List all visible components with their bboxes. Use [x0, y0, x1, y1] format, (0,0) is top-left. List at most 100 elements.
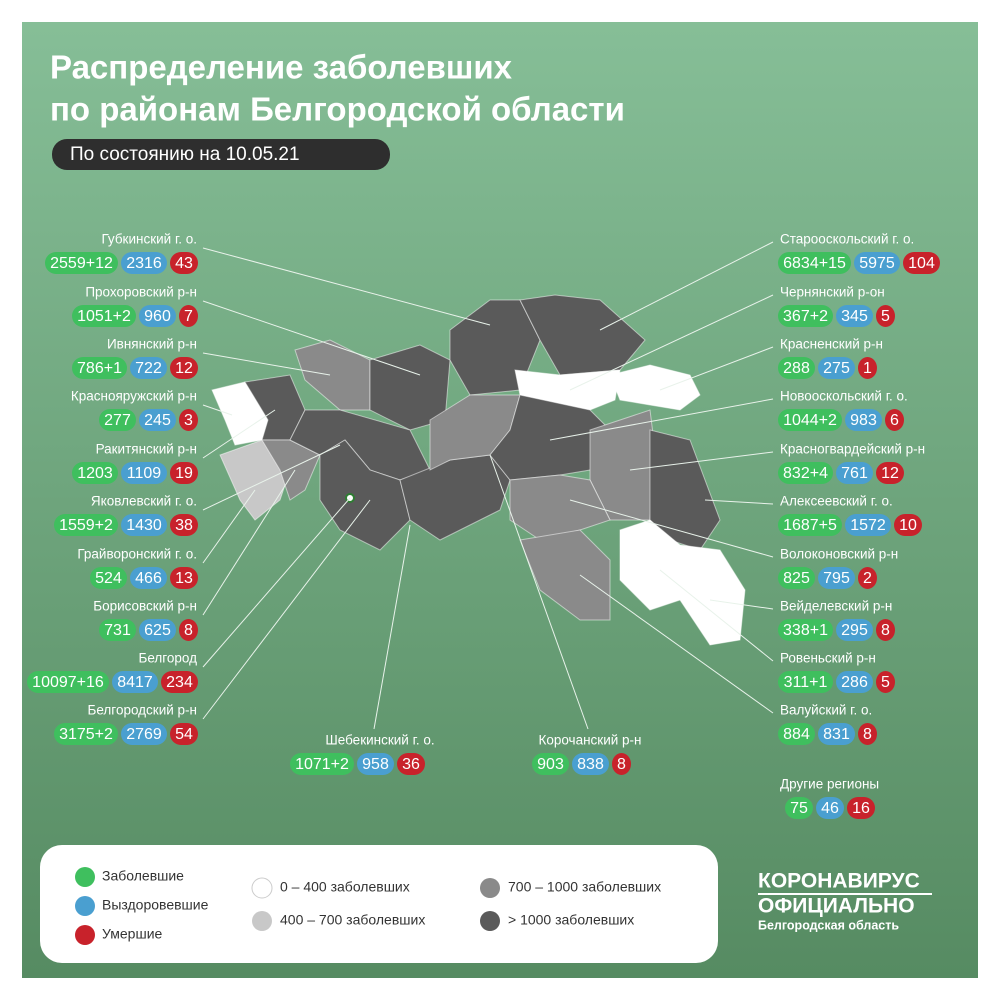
leader-line: [579, 574, 774, 714]
value-deaths: 16: [852, 800, 870, 817]
value-recovered: 2769: [126, 726, 162, 743]
value-recovered: 983: [850, 412, 877, 429]
pill-recovered: [816, 797, 844, 819]
value-recovered: 960: [144, 308, 171, 325]
pill-recovered: [836, 671, 873, 693]
district-name: Ракитянский р-н: [96, 442, 197, 457]
pill-recovered: [818, 723, 855, 745]
date: По состоянию на 10.05.21: [70, 144, 300, 165]
value-cases: 3175+2: [59, 726, 113, 743]
leader-line: [569, 499, 774, 558]
pill-cases: [290, 753, 354, 775]
legend-swatch: [252, 911, 272, 931]
value-deaths: 234: [166, 674, 193, 691]
value-cases: 825: [783, 570, 810, 587]
value-deaths: 3: [184, 412, 193, 429]
legend-swatch: [75, 896, 95, 916]
value-cases: 311+1: [784, 674, 828, 691]
pill-recovered: [836, 619, 873, 641]
legend-swatch: [480, 911, 500, 931]
pill-deaths: [170, 462, 198, 484]
pill-deaths: [876, 619, 895, 641]
value-cases: 1051+2: [77, 308, 131, 325]
value-cases: 1687+5: [783, 517, 837, 534]
district-name: Ровеньский р-н: [780, 651, 876, 666]
value-cases: 786+1: [77, 360, 122, 377]
pill-deaths: [894, 514, 922, 536]
pill-recovered: [139, 619, 176, 641]
value-recovered: 1430: [126, 517, 162, 534]
value-deaths: 10: [899, 517, 917, 534]
leader-line: [202, 499, 371, 720]
value-recovered: 286: [841, 674, 868, 691]
value-deaths: 104: [908, 255, 935, 272]
value-recovered: 8417: [117, 674, 153, 691]
pill-cases: [778, 671, 833, 693]
value-cases: 1044+2: [783, 412, 837, 429]
value-deaths: 43: [175, 255, 193, 272]
pill-deaths: [885, 409, 904, 431]
leader-line: [599, 241, 774, 331]
value-cases: 884: [783, 726, 810, 743]
leader-line: [489, 454, 589, 730]
value-recovered: 275: [823, 360, 850, 377]
pill-deaths: [170, 357, 198, 379]
district-name: Белгородский р-н: [88, 703, 197, 718]
leader-line: [202, 300, 421, 376]
district-name: Борисовский р-н: [93, 599, 197, 614]
pill-recovered: [121, 252, 167, 274]
value-recovered: 625: [144, 622, 171, 639]
pill-cases: [778, 409, 842, 431]
district-name: Алексеевский г. о.: [780, 494, 893, 509]
pill-cases: [532, 753, 569, 775]
value-deaths: 36: [402, 756, 420, 773]
value-cases: 367+2: [783, 308, 828, 325]
district-name: Другие регионы: [780, 777, 879, 792]
pill-recovered: [112, 671, 158, 693]
pill-deaths: [179, 409, 198, 431]
leader-line: [659, 346, 774, 391]
value-recovered: 1109: [127, 465, 162, 482]
pill-cases: [778, 357, 815, 379]
legend-swatch: [75, 867, 95, 887]
district-name: Вейделевский р-н: [780, 599, 892, 614]
district-name: Красненский р-н: [780, 337, 883, 352]
pill-deaths: [161, 671, 198, 693]
value-recovered: 722: [135, 360, 162, 377]
pill-recovered: [121, 514, 167, 536]
pill-cases: [785, 797, 813, 819]
value-cases: 10097+16: [32, 674, 104, 691]
value-deaths: 13: [175, 570, 193, 587]
value-deaths: 5: [881, 308, 890, 325]
value-cases: 1559+2: [59, 517, 113, 534]
value-cases: 75: [790, 800, 808, 817]
value-recovered: 5975: [859, 255, 895, 272]
legend-label: 400 – 700 заболевших: [280, 912, 425, 928]
pill-deaths: [170, 567, 198, 589]
leader-line: [202, 497, 351, 668]
pill-cases: [72, 305, 136, 327]
pill-cases: [27, 671, 109, 693]
value-recovered: 295: [841, 622, 868, 639]
legend: [40, 845, 718, 963]
pill-cases: [45, 252, 118, 274]
district-name: Губкинский г. о.: [102, 232, 197, 247]
pill-cases: [99, 619, 136, 641]
pill-deaths: [903, 252, 940, 274]
value-cases: 277: [104, 412, 131, 429]
pill-recovered: [845, 409, 882, 431]
pill-cases: [778, 462, 833, 484]
leader-line: [629, 451, 774, 471]
pill-deaths: [876, 462, 904, 484]
pill-deaths: [170, 252, 198, 274]
pill-deaths: [876, 305, 895, 327]
legend-label: Заболевшие: [102, 868, 184, 884]
pill-deaths: [847, 797, 875, 819]
district-name: Красногвардейский р-н: [780, 442, 925, 457]
value-recovered: 2316: [126, 255, 162, 272]
pill-recovered: [854, 252, 900, 274]
value-recovered: 245: [144, 412, 171, 429]
pill-cases: [778, 305, 833, 327]
pill-recovered: [836, 305, 873, 327]
